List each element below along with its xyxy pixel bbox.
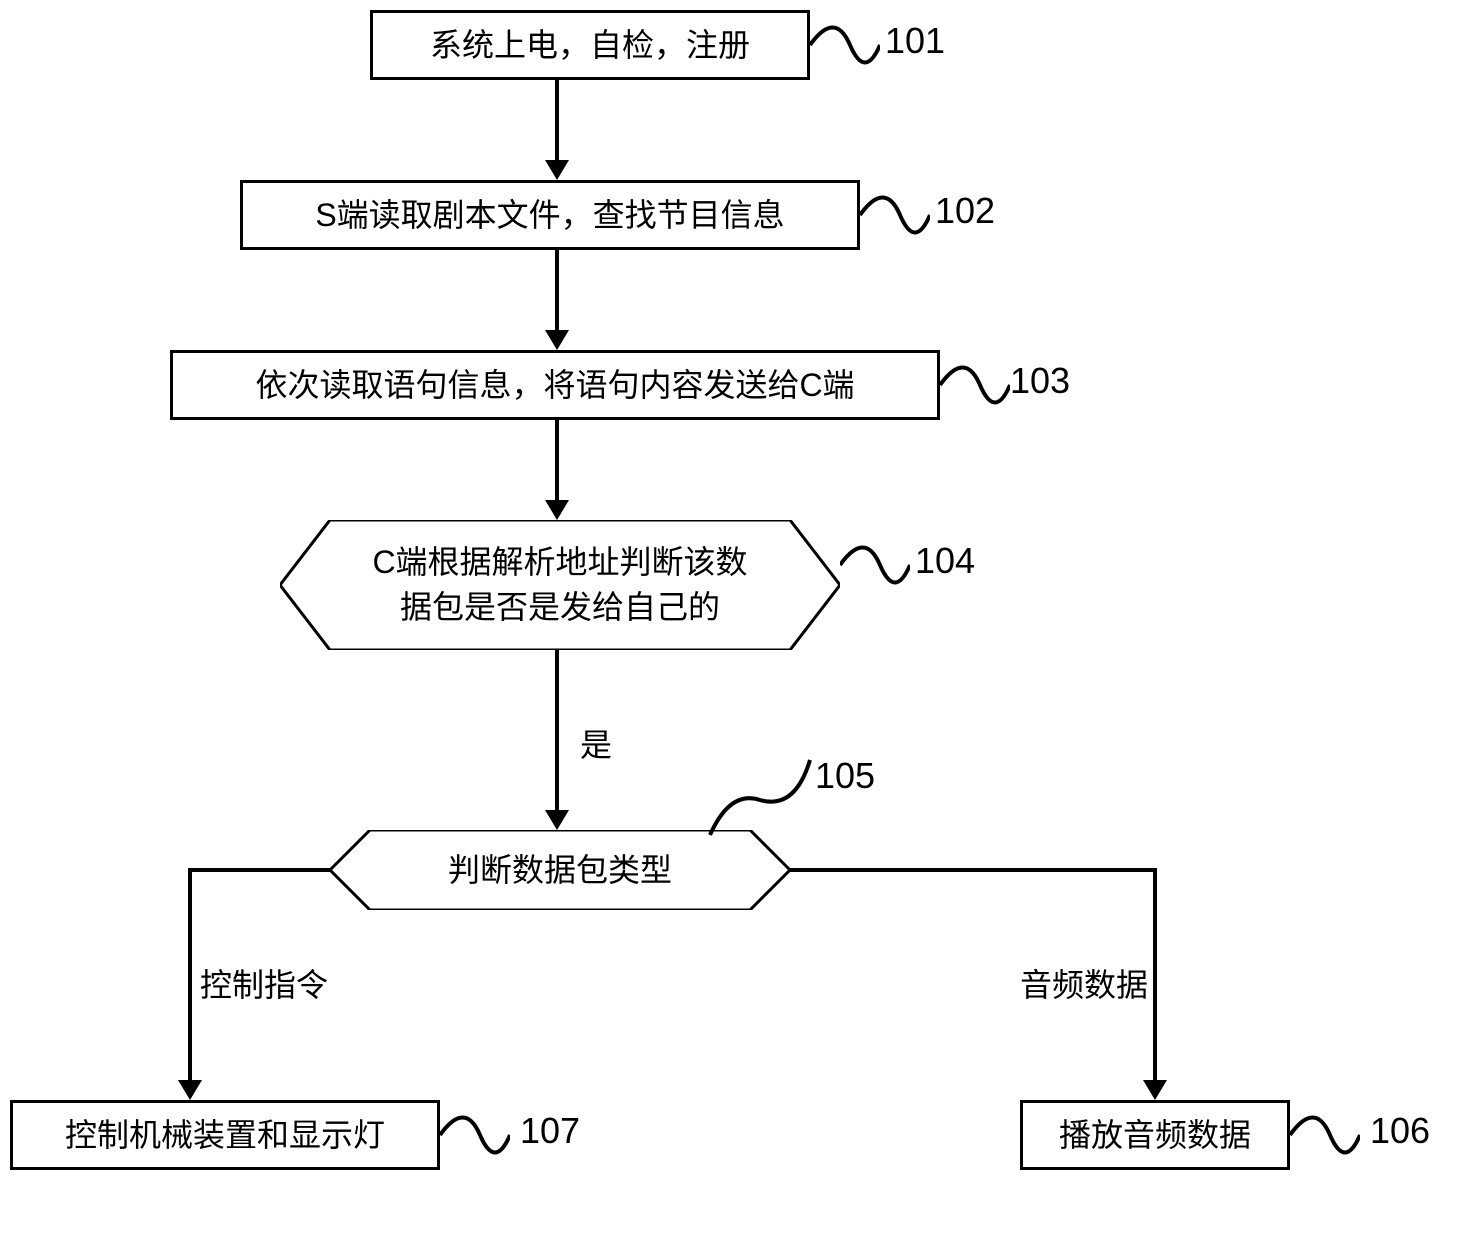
label-105: 105: [815, 755, 875, 797]
arrow-101-102: [545, 160, 569, 180]
node-101-text: 系统上电，自检，注册: [430, 23, 750, 68]
node-103: 依次读取语句信息，将语句内容发送给C端: [170, 350, 940, 420]
label-106: 106: [1370, 1110, 1430, 1152]
curve-106: [1290, 1095, 1360, 1175]
edge-102-103: [555, 250, 559, 335]
label-101: 101: [885, 20, 945, 62]
label-103: 103: [1010, 360, 1070, 402]
node-107: 控制机械装置和显示灯: [10, 1100, 440, 1170]
arrow-102-103: [545, 330, 569, 350]
curve-107: [440, 1095, 510, 1175]
node-105-text: 判断数据包类型: [398, 838, 722, 903]
node-102: S端读取剧本文件，查找节目信息: [240, 180, 860, 250]
label-102: 102: [935, 190, 995, 232]
edge-105-107-h: [190, 868, 330, 872]
flowchart-container: 系统上电，自检，注册 101 S端读取剧本文件，查找节目信息 102 依次读取语…: [0, 0, 1463, 1252]
edge-label-control: 控制指令: [200, 960, 328, 1006]
node-105: 判断数据包类型: [330, 830, 790, 910]
arrow-103-104: [545, 500, 569, 520]
node-106: 播放音频数据: [1020, 1100, 1290, 1170]
arrow-105-107: [178, 1080, 202, 1100]
label-104: 104: [915, 540, 975, 582]
node-106-text: 播放音频数据: [1059, 1113, 1251, 1158]
edge-label-yes: 是: [580, 720, 612, 766]
node-102-text: S端读取剧本文件，查找节目信息: [315, 193, 784, 238]
node-104-text: C端根据解析地址判断该数 据包是否是发给自己的: [322, 530, 797, 640]
edge-103-104: [555, 420, 559, 505]
node-107-text: 控制机械装置和显示灯: [65, 1113, 385, 1158]
edge-105-106-v: [1153, 868, 1157, 1085]
edge-105-107-v: [188, 868, 192, 1085]
arrow-104-105: [545, 810, 569, 830]
edge-105-106-h: [790, 868, 1155, 872]
curve-101: [810, 5, 880, 85]
label-107: 107: [520, 1110, 580, 1152]
curve-105: [700, 740, 820, 840]
curve-104: [840, 525, 910, 605]
node-101: 系统上电，自检，注册: [370, 10, 810, 80]
node-104: C端根据解析地址判断该数 据包是否是发给自己的: [280, 520, 840, 650]
curve-102: [860, 175, 930, 255]
edge-label-audio: 音频数据: [1020, 960, 1148, 1006]
curve-103: [940, 345, 1010, 425]
edge-104-105: [555, 650, 559, 815]
node-103-text: 依次读取语句信息，将语句内容发送给C端: [255, 363, 854, 408]
arrow-105-106: [1143, 1080, 1167, 1100]
edge-101-102: [555, 80, 559, 165]
